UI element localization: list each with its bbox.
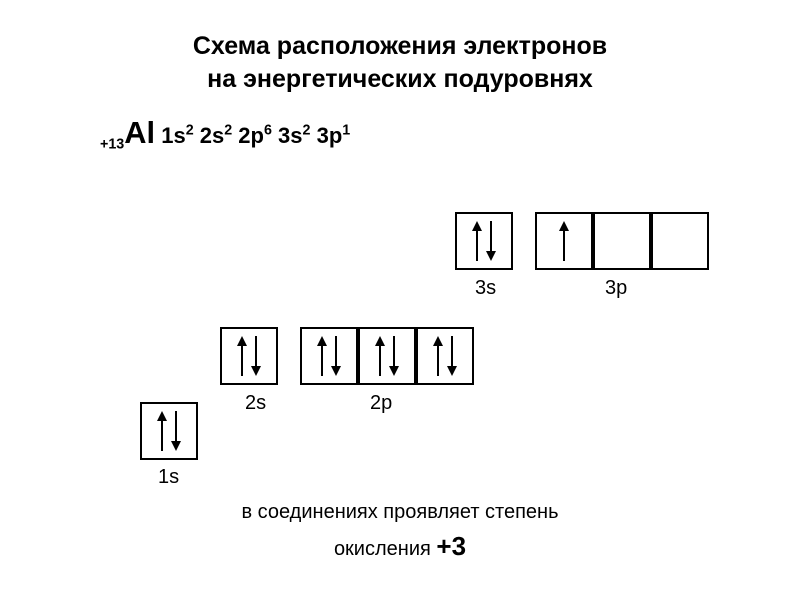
- label-1s: 1s: [158, 466, 179, 489]
- orbital-2s: [220, 327, 278, 385]
- orbital-2p1: [300, 327, 358, 385]
- title: Схема расположения электронов на энергет…: [0, 0, 800, 105]
- label-2p3: 2p: [370, 392, 392, 415]
- orbital-3p3: [651, 212, 709, 270]
- orbital-diagram: 1s 2s 2p 3s 3p: [0, 172, 800, 492]
- orbital-3s: [455, 212, 513, 270]
- orbital-3p2: [593, 212, 651, 270]
- title-line1: Схема расположения электронов: [20, 30, 780, 63]
- orbital-1s: [140, 402, 198, 460]
- footer-line2: окисления +3: [20, 527, 780, 566]
- label-3p3: 3p: [605, 277, 627, 300]
- footer: в соединениях проявляет степень окислени…: [0, 492, 800, 571]
- oxidation-state: +3: [436, 531, 466, 561]
- orbital-3p1: [535, 212, 593, 270]
- label-2s: 2s: [245, 392, 266, 415]
- footer-line1: в соединениях проявляет степень: [20, 497, 780, 527]
- notation: 1s2 2s2 2p6 3s2 3p1: [161, 123, 350, 148]
- electron-config: +13Al 1s2 2s2 2p6 3s2 3p1: [0, 105, 800, 172]
- charge: +13: [100, 136, 124, 152]
- orbital-2p2: [358, 327, 416, 385]
- orbital-2p3: [416, 327, 474, 385]
- title-line2: на энергетических подуровнях: [20, 63, 780, 96]
- element-symbol: Al: [124, 115, 155, 150]
- label-3s: 3s: [475, 277, 496, 300]
